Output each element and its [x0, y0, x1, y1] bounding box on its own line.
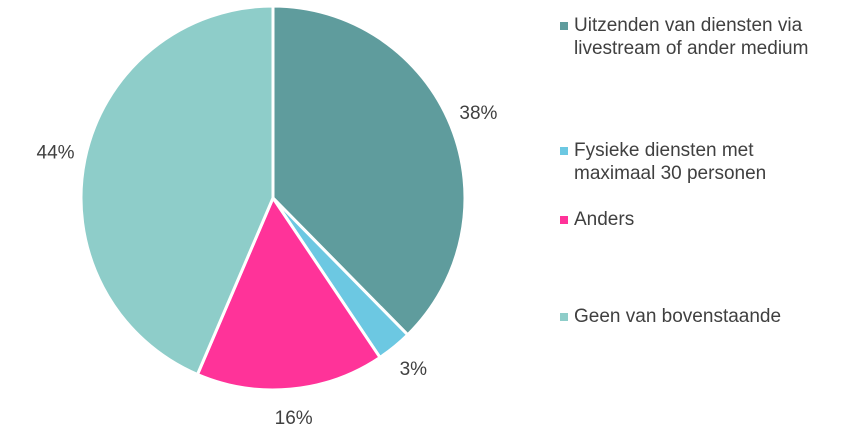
data-label: 38%	[459, 103, 497, 124]
legend-label: Fysieke diensten met maximaal 30 persone…	[574, 140, 767, 184]
pie-area: 38% 3% 16% 44%	[37, 4, 498, 426]
legend-swatch	[560, 216, 568, 224]
legend-swatch	[560, 313, 568, 321]
legend-swatch	[560, 22, 568, 30]
legend-label: Anders	[574, 209, 635, 230]
legend-label: Geen van bovenstaande	[574, 306, 782, 327]
data-label: 16%	[275, 408, 313, 426]
pie-slice	[271, 4, 467, 337]
legend-item: Fysieke diensten met maximaal 30 persone…	[560, 139, 830, 185]
legend-item: Anders	[560, 208, 830, 231]
legend-item: Uitzenden van diensten via livestream of…	[560, 14, 830, 60]
legend-swatch	[560, 147, 568, 155]
legend-label: Uitzenden van diensten via livestream of…	[574, 15, 809, 59]
pie-slice	[195, 194, 383, 392]
data-label: 44%	[37, 142, 75, 163]
pie-slice	[79, 4, 275, 377]
data-label: 3%	[400, 359, 428, 380]
legend-item: Geen van bovenstaande	[560, 305, 830, 328]
